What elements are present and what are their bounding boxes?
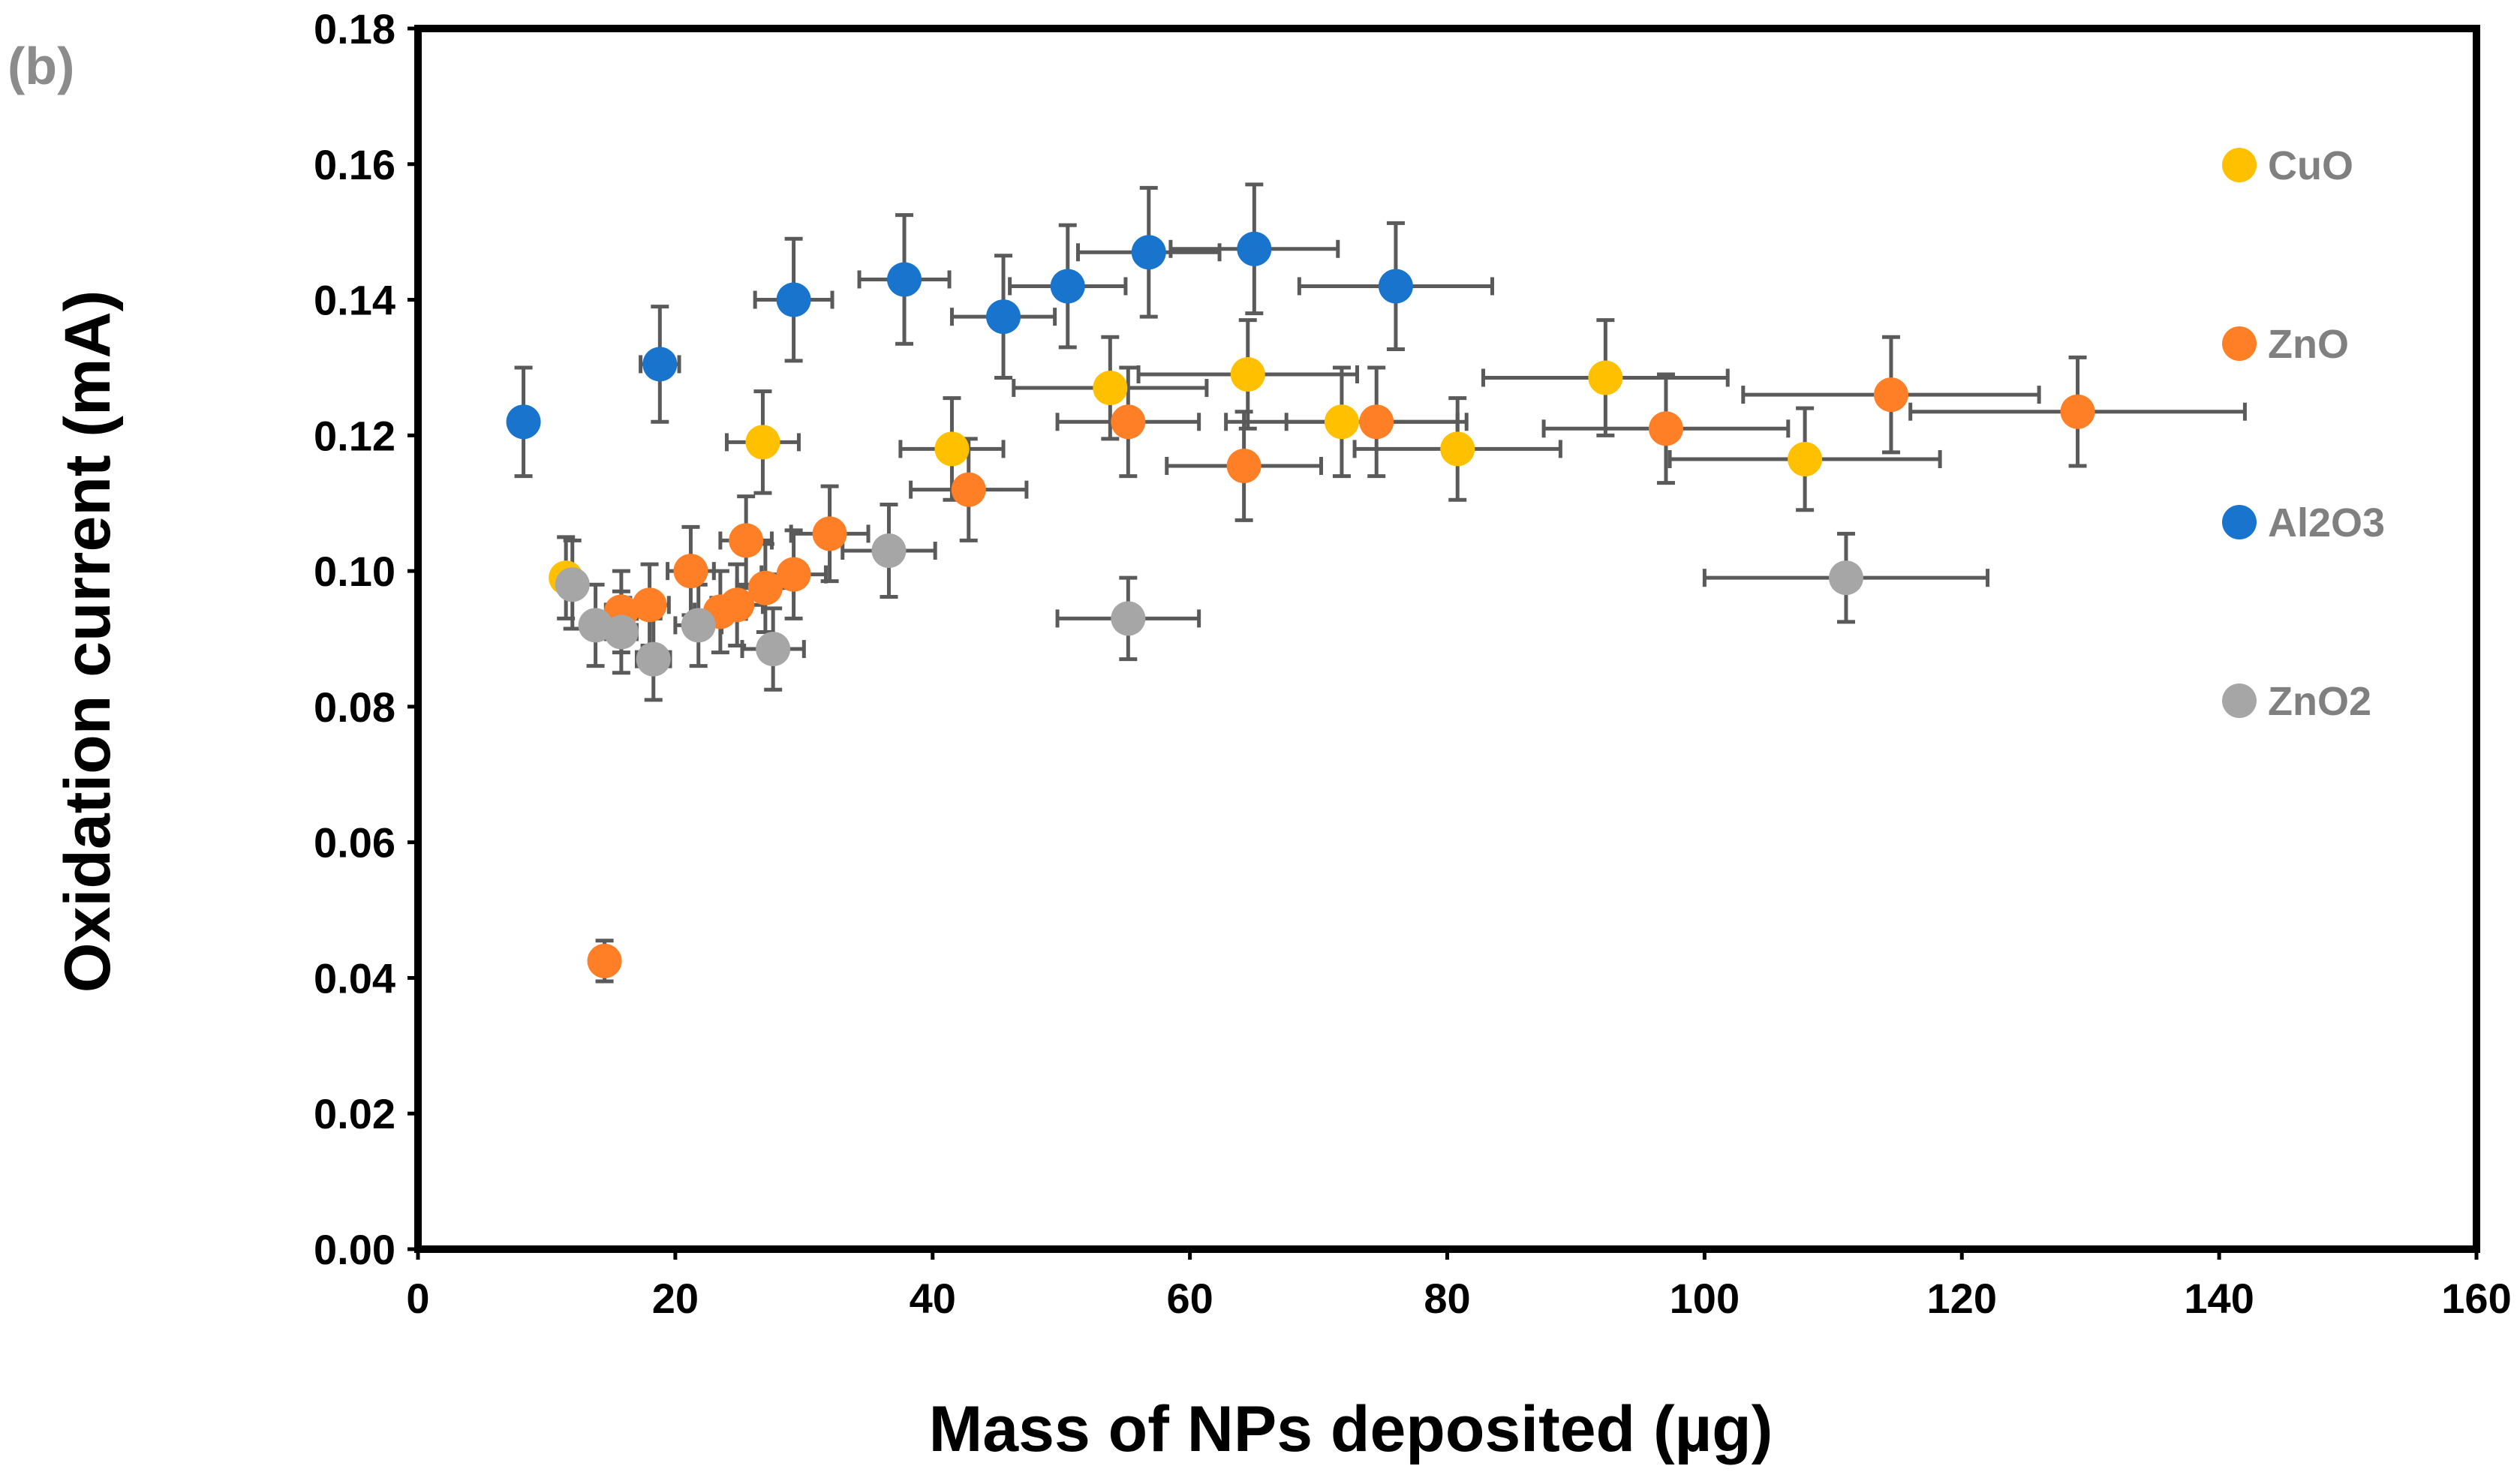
y-axis-title: Oxidation current (mA) xyxy=(52,290,124,993)
y-tick-label: 0.18 xyxy=(314,5,395,53)
data-point-al2o3 xyxy=(506,404,541,440)
legend: CuO ZnO Al2O3 ZnO2 xyxy=(2222,143,2385,724)
data-point-cuo xyxy=(1588,360,1623,395)
y-tick-label: 0.12 xyxy=(314,412,395,459)
legend-label-zno: ZnO xyxy=(2268,322,2349,367)
y-tick-label: 0.06 xyxy=(314,819,395,867)
x-tick-label: 0 xyxy=(406,1275,429,1322)
y-tick-label: 0.02 xyxy=(314,1090,395,1137)
data-point-zno xyxy=(951,472,986,507)
data-point-al2o3 xyxy=(1378,269,1413,304)
x-tick-label: 40 xyxy=(910,1275,956,1322)
data-point-cuo xyxy=(1093,371,1128,406)
data-point-cuo xyxy=(745,425,780,460)
data-points xyxy=(506,231,2095,978)
legend-marker-cuo xyxy=(2222,148,2257,182)
y-tick-label: 0.14 xyxy=(314,277,395,324)
y-tick-label: 0.00 xyxy=(314,1226,395,1273)
data-point-zno xyxy=(776,557,811,592)
data-point-al2o3 xyxy=(1131,235,1166,270)
x-tick-label: 60 xyxy=(1166,1275,1213,1322)
data-point-al2o3 xyxy=(1050,269,1085,304)
data-point-zno2 xyxy=(1828,560,1863,596)
data-point-al2o3 xyxy=(776,282,811,317)
data-point-zno xyxy=(812,516,847,551)
data-point-zno2 xyxy=(636,641,671,677)
plot-frame xyxy=(414,25,2480,1253)
data-point-zno xyxy=(729,523,764,558)
data-point-cuo xyxy=(1788,441,1823,476)
data-point-zno2 xyxy=(681,608,716,643)
data-point-al2o3 xyxy=(986,299,1021,335)
x-tick-label: 80 xyxy=(1424,1275,1470,1322)
data-point-al2o3 xyxy=(887,262,922,297)
data-point-cuo xyxy=(1230,356,1265,392)
x-tick-label: 140 xyxy=(2184,1275,2254,1322)
data-point-zno2 xyxy=(603,614,639,650)
data-point-zno xyxy=(720,587,755,623)
legend-label-cuo: CuO xyxy=(2268,143,2353,188)
data-point-cuo xyxy=(934,431,970,467)
data-point-zno xyxy=(1226,449,1262,484)
data-point-zno xyxy=(632,587,667,623)
x-tick-label: 120 xyxy=(1927,1275,1997,1322)
x-tick-label: 160 xyxy=(2441,1275,2511,1322)
data-point-zno xyxy=(673,554,708,589)
panel-label: (b) xyxy=(8,37,74,95)
legend-marker-zno2 xyxy=(2222,683,2257,718)
data-point-al2o3 xyxy=(642,347,678,382)
data-point-zno2 xyxy=(1111,601,1146,636)
y-tick-label: 0.08 xyxy=(314,683,395,731)
data-point-zno xyxy=(587,943,622,978)
x-axis: 0 20 40 60 80 100 120 140 160 xyxy=(406,1249,2512,1322)
data-point-cuo xyxy=(1440,431,1475,467)
data-point-zno xyxy=(1873,377,1908,413)
data-point-zno xyxy=(1111,404,1146,440)
legend-marker-zno xyxy=(2222,326,2257,361)
y-tick-label: 0.10 xyxy=(314,548,395,595)
y-axis: 0.00 0.02 0.04 0.06 0.08 0.10 0.12 0.14 0.16 0.18 xyxy=(314,5,418,1273)
data-point-zno2 xyxy=(871,533,907,568)
x-axis-title: Mass of NPs deposited (µg) xyxy=(929,1393,1773,1465)
y-tick-label: 0.04 xyxy=(314,954,395,1002)
x-tick-label: 100 xyxy=(1670,1275,1740,1322)
legend-marker-al2o3 xyxy=(2222,505,2257,539)
data-point-zno xyxy=(2060,394,2095,429)
data-point-zno xyxy=(1359,404,1394,440)
data-point-cuo xyxy=(1324,404,1359,440)
data-point-al2o3 xyxy=(1237,231,1272,266)
legend-label-zno2: ZnO2 xyxy=(2268,679,2371,724)
legend-label-al2o3: Al2O3 xyxy=(2268,500,2385,545)
data-point-zno2 xyxy=(756,632,791,667)
data-point-zno xyxy=(1648,411,1683,446)
y-tick-label: 0.16 xyxy=(314,141,395,188)
data-point-zno xyxy=(747,570,783,605)
x-tick-label: 20 xyxy=(652,1275,699,1322)
data-point-zno2 xyxy=(555,567,590,602)
